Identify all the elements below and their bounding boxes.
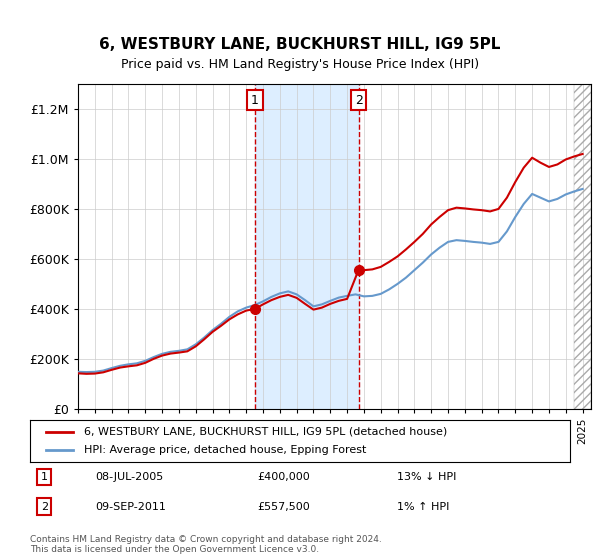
Text: HPI: Average price, detached house, Epping Forest: HPI: Average price, detached house, Eppi… (84, 445, 367, 455)
Text: 6, WESTBURY LANE, BUCKHURST HILL, IG9 5PL: 6, WESTBURY LANE, BUCKHURST HILL, IG9 5P… (100, 38, 500, 52)
Text: 1% ↑ HPI: 1% ↑ HPI (397, 502, 449, 512)
Bar (255, 84, 359, 409)
Text: 2: 2 (41, 502, 48, 512)
Text: Contains HM Land Registry data © Crown copyright and database right 2024.
This d: Contains HM Land Registry data © Crown c… (30, 535, 382, 554)
Text: 2: 2 (355, 94, 362, 107)
Text: £400,000: £400,000 (257, 472, 310, 482)
Text: £557,500: £557,500 (257, 502, 310, 512)
Text: 1: 1 (41, 472, 48, 482)
Text: 13% ↓ HPI: 13% ↓ HPI (397, 472, 457, 482)
Text: 08-JUL-2005: 08-JUL-2005 (95, 472, 163, 482)
Text: 6, WESTBURY LANE, BUCKHURST HILL, IG9 5PL (detached house): 6, WESTBURY LANE, BUCKHURST HILL, IG9 5P… (84, 427, 447, 437)
Text: 09-SEP-2011: 09-SEP-2011 (95, 502, 166, 512)
Text: Price paid vs. HM Land Registry's House Price Index (HPI): Price paid vs. HM Land Registry's House … (121, 58, 479, 71)
Text: 1: 1 (251, 94, 259, 107)
